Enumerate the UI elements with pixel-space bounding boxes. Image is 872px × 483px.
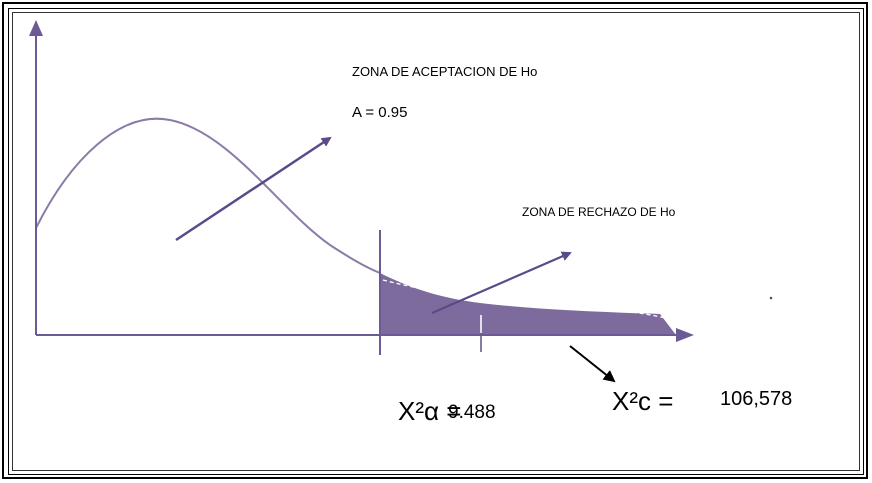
x-axis-arrowhead <box>676 328 694 342</box>
chi-calc-symbol: X²c = <box>612 386 674 416</box>
acceptance-arrow <box>175 136 332 242</box>
alpha-label: A = 0.95 <box>352 104 408 121</box>
y-axis-arrowhead <box>29 20 43 36</box>
inner-frame-2 <box>12 12 860 471</box>
chi-alpha-symbol: X²α = <box>398 396 462 426</box>
stray-dot <box>769 296 773 300</box>
inner-frame <box>8 8 864 475</box>
rejection-edge <box>382 279 666 319</box>
rejection-zone-label: ZONA DE RECHAZO DE Ho <box>522 205 676 219</box>
chi-alpha-value: 9.488 <box>448 402 496 423</box>
acceptance-zone-label: ZONA DE ACEPTACION DE Ho <box>352 64 538 79</box>
chi-calc-value: 106,578 <box>720 388 793 410</box>
rejection-region <box>380 273 676 335</box>
distribution-curve <box>35 117 381 274</box>
chi-calc-arrow <box>569 345 616 383</box>
rejection-arrow <box>431 251 572 315</box>
